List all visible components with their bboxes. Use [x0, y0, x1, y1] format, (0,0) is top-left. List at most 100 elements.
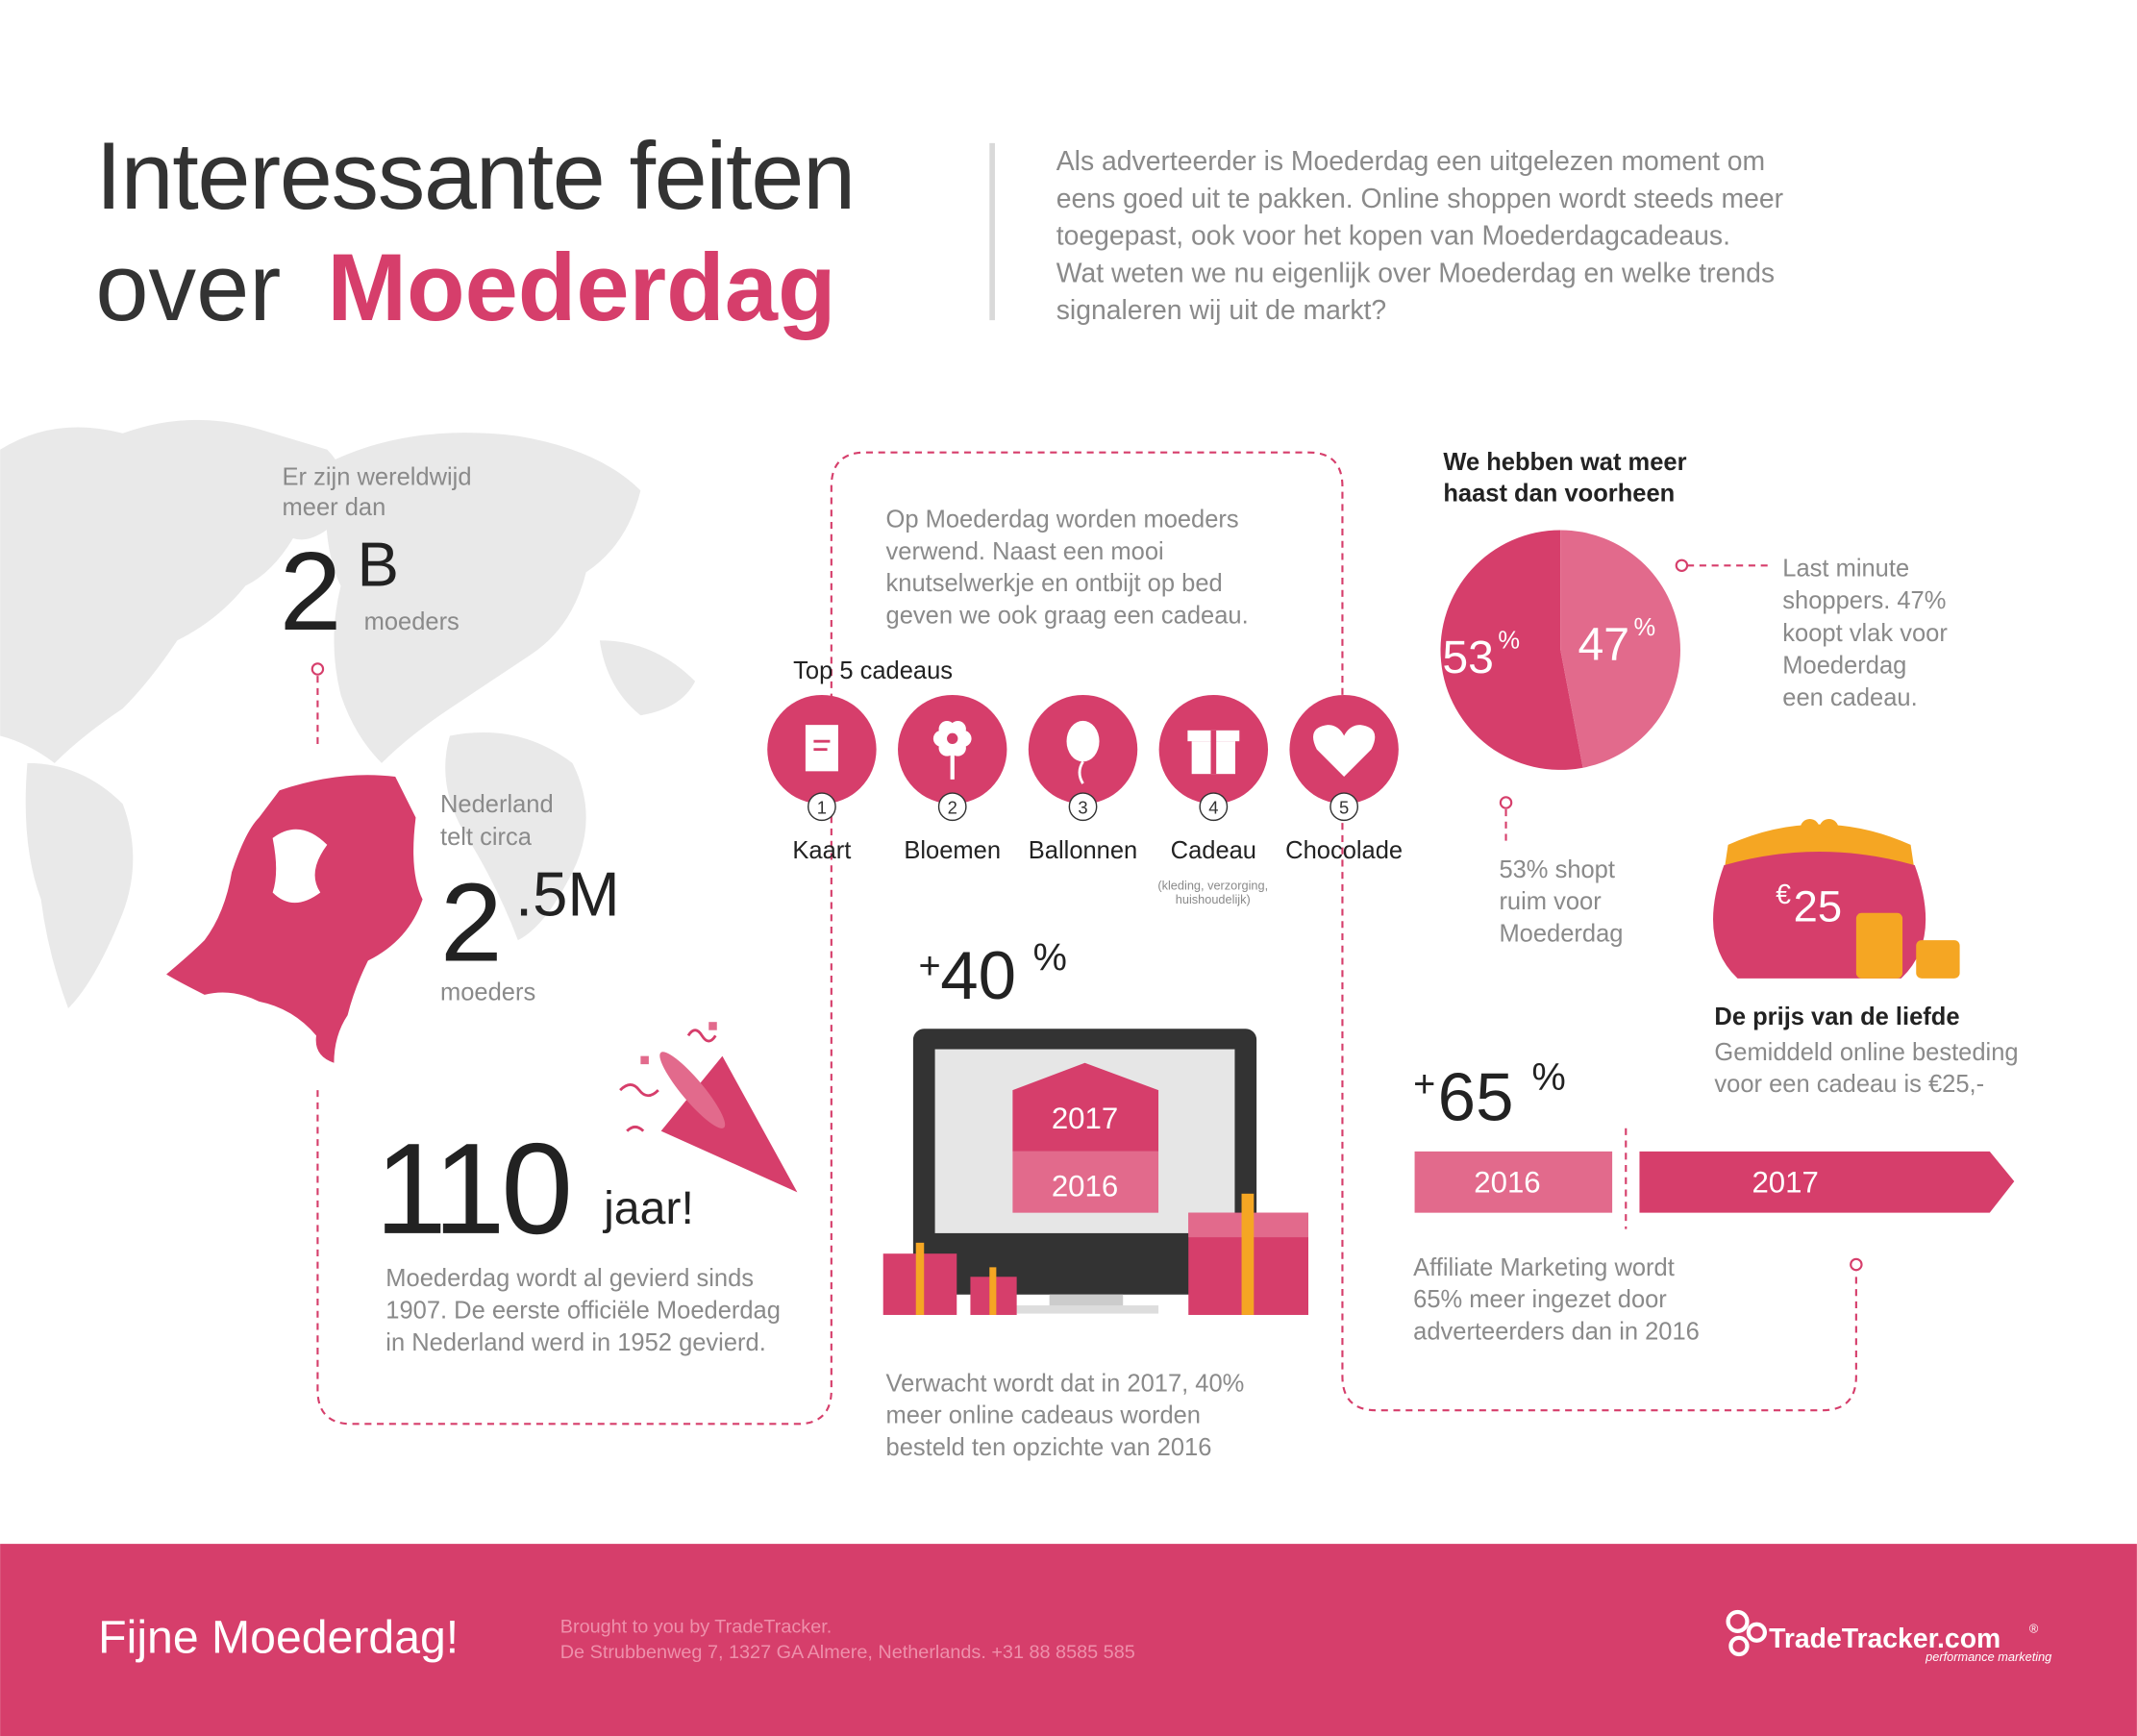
footer-credits: Brought to you by TradeTracker. — [560, 1616, 832, 1637]
pie-slice — [1440, 530, 1583, 770]
confetti — [619, 1082, 659, 1098]
party-popper — [619, 1022, 798, 1193]
fact-text: telt circa — [440, 824, 533, 851]
intro-text: eens goed uit te pakken. Online shoppen … — [1056, 184, 1783, 214]
connector-dot — [311, 662, 325, 676]
fact-text: voor een cadeau is €25,- — [1714, 1071, 1984, 1098]
pie-slice — [1560, 530, 1680, 768]
house-2016 — [1012, 1151, 1159, 1213]
intro-text: signaleren wij uit de markt? — [1056, 295, 1386, 326]
confetti — [640, 1055, 649, 1065]
bar-2017 — [1639, 1151, 2015, 1213]
rank-circle — [937, 792, 967, 822]
fact-text: 65% meer ingezet door — [1413, 1286, 1667, 1313]
fact-text: Gemiddeld online besteding — [1714, 1039, 2018, 1066]
price-symbol: € — [1776, 880, 1791, 910]
ribbon — [989, 1267, 997, 1315]
gift-label: Kaart — [792, 837, 851, 864]
fact-unit: moeders — [440, 980, 535, 1006]
connector — [311, 451, 1863, 1426]
logo-icon — [1726, 1609, 1768, 1657]
rank-circle — [1329, 792, 1359, 822]
coin-stack — [1855, 912, 1903, 979]
gift-item: 1 Kaart — [767, 694, 877, 864]
pie-label-unit: % — [1498, 627, 1520, 654]
intro-text: toegepast, ook voor het kopen van Moeder… — [1056, 221, 1730, 252]
map-region — [599, 640, 696, 716]
stat-number: 65 — [1438, 1059, 1514, 1135]
fact-unit: moeders — [364, 608, 460, 635]
logo-mark: ® — [2029, 1621, 2039, 1635]
stat-unit: % — [1531, 1056, 1565, 1099]
fact-text: geven we ook graag een cadeau. — [886, 603, 1249, 630]
fact-text: meer dan — [283, 494, 386, 521]
fact-text: knutselwerkje en ontbijt op bed — [886, 570, 1223, 597]
big-number: 2 — [280, 529, 342, 654]
netherlands-map — [166, 775, 423, 1063]
icon-heart — [1313, 725, 1376, 778]
confetti — [626, 1125, 645, 1132]
stat-prefix: + — [919, 945, 941, 987]
gift-item: 4 Cadeau — [1158, 694, 1269, 864]
confetti — [708, 1022, 717, 1030]
house-2017 — [1012, 1062, 1159, 1152]
intro-text: Als adverteerder is Moederdag een uitgel… — [1056, 146, 1765, 177]
map-region — [0, 419, 346, 763]
map-region — [325, 433, 641, 763]
fact-text: shoppers. 47% — [1782, 587, 1946, 614]
icon-string — [1078, 760, 1084, 784]
coins — [1855, 912, 1960, 979]
connector-dot — [1850, 1257, 1863, 1272]
rank: 4 — [1208, 797, 1218, 817]
title: over — [95, 235, 281, 341]
pie-label-unit: % — [1633, 614, 1655, 641]
monitor — [912, 1029, 1257, 1314]
icon-petal — [949, 721, 966, 738]
gift-label: Cadeau — [1171, 837, 1256, 864]
big-number-suffix: .5M — [515, 859, 620, 930]
logo-text: TradeTracker.com — [1769, 1624, 2000, 1654]
rank-circle — [1199, 792, 1229, 822]
footer-greeting: Fijne Moederdag! — [98, 1612, 459, 1664]
footer — [0, 1544, 2137, 1736]
gifts — [882, 1193, 1308, 1315]
fact-text: Moederdag — [1499, 921, 1623, 948]
purse-knob — [1800, 818, 1820, 838]
bar-label: 2016 — [1474, 1165, 1540, 1199]
gift-label: Ballonnen — [1029, 837, 1137, 864]
fact-text: adverteerders dan in 2016 — [1413, 1318, 1700, 1345]
fact-text: ruim voor — [1499, 888, 1602, 915]
logo-tagline: performance marketing — [1925, 1649, 2051, 1664]
fact-text: 53% shopt — [1499, 856, 1615, 883]
coin-stack — [1916, 940, 1960, 979]
title-highlight: Moederdag — [327, 235, 835, 341]
year-label: 2017 — [1052, 1102, 1118, 1135]
icon-ribbon — [1210, 730, 1217, 775]
rank: 1 — [817, 797, 827, 817]
fact-text: Op Moederdag worden moeders — [886, 507, 1239, 533]
rank-circle — [1068, 792, 1098, 822]
section-title: haast dan voorheen — [1443, 481, 1675, 508]
gift-note: huishoudelijk) — [1176, 892, 1251, 906]
logo-ring — [1726, 1609, 1750, 1633]
big-number: 110 — [375, 1116, 569, 1261]
ribbon — [1241, 1193, 1255, 1315]
section-title: De prijs van de liefde — [1714, 1004, 1959, 1030]
purse — [1713, 818, 1960, 979]
ribbon — [915, 1242, 925, 1315]
fact-text: 1907. De eerste officiële Moederdag — [385, 1298, 781, 1325]
icon-center — [947, 732, 958, 744]
stat-number: 40 — [940, 938, 1016, 1014]
fact-text: Nederland — [440, 791, 554, 818]
section-title: Top 5 cadeaus — [793, 657, 953, 684]
connector-path — [316, 451, 1857, 1426]
big-number-suffix: B — [358, 530, 399, 600]
rank: 5 — [1339, 797, 1349, 817]
world-map — [0, 419, 696, 1009]
gift-item: 5 Chocolade — [1285, 694, 1403, 864]
monitor-stand — [1049, 1294, 1124, 1308]
map-region — [25, 762, 134, 1009]
ijsselmeer — [272, 829, 328, 904]
fact-text: Affiliate Marketing wordt — [1413, 1254, 1675, 1281]
